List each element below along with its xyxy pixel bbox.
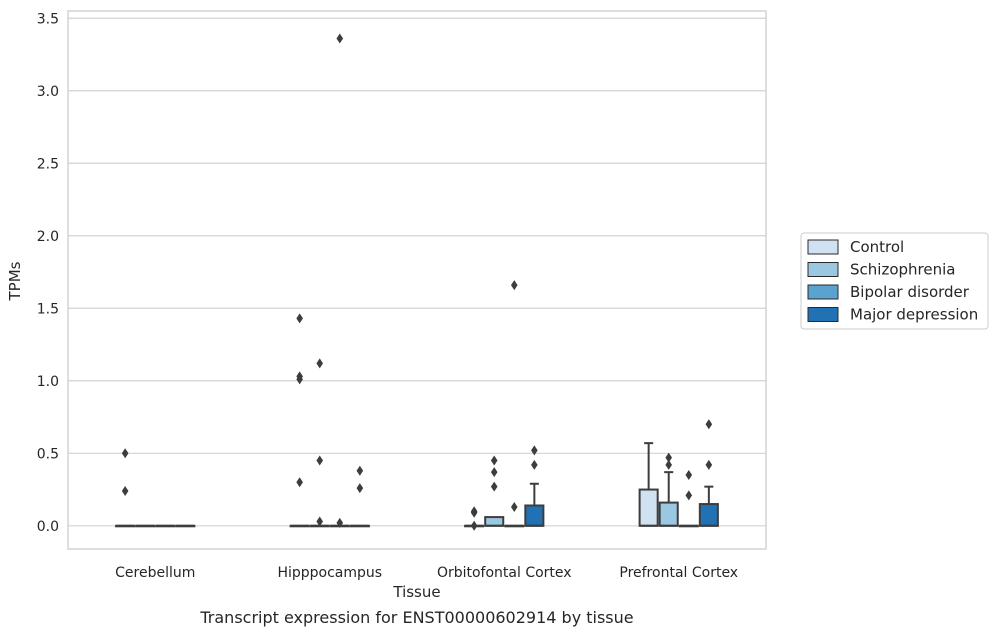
box-major-depression xyxy=(349,524,370,528)
x-tick-label: Orbitofontal Cortex xyxy=(437,565,572,581)
legend: Control Schizophrenia Bipolar disorder Majo… xyxy=(800,232,989,330)
legend-label: Major depression xyxy=(850,306,978,324)
legend-label: Bipolar disorder xyxy=(850,283,970,301)
outlier-point xyxy=(510,501,518,512)
box-series xyxy=(115,442,719,528)
outlier-point xyxy=(336,33,344,44)
outlier-point xyxy=(316,516,324,527)
outlier-point xyxy=(685,470,693,481)
outlier-point xyxy=(490,455,498,466)
x-tick-label: Prefrontal Cortex xyxy=(619,565,738,581)
outlier-point xyxy=(121,485,129,496)
outlier-point xyxy=(296,374,303,385)
box xyxy=(698,503,719,527)
chart-caption: Transcript expression for ENST0000060291… xyxy=(199,608,633,627)
outlier-point xyxy=(316,455,324,466)
outlier-point xyxy=(121,448,129,459)
y-tick-label: 1.5 xyxy=(37,301,59,317)
outlier-point xyxy=(356,483,364,494)
box-bipolar-disorder xyxy=(155,524,176,528)
outlier-point xyxy=(296,313,303,324)
box xyxy=(638,488,659,527)
outlier-point xyxy=(665,452,673,463)
outlier-point xyxy=(531,445,538,456)
box-major-depression xyxy=(698,485,719,527)
legend-label: Control xyxy=(850,238,904,256)
box-bipolar-disorder xyxy=(678,524,699,528)
x-tick-label: Cerebellum xyxy=(115,565,195,581)
y-tick-label: 1.0 xyxy=(37,374,59,390)
y-axis-ticks: 0.0 0.5 1.0 1.5 2.0 2.5 3.0 3.5 xyxy=(37,11,59,535)
legend-frame xyxy=(800,232,989,330)
box-schizophrenia xyxy=(135,524,156,528)
box-major-depression xyxy=(175,524,196,528)
legend-label: Schizophrenia xyxy=(850,261,955,279)
y-tick-label: 3.5 xyxy=(37,11,59,27)
outlier-point xyxy=(470,520,478,531)
legend-swatch xyxy=(807,307,839,322)
box-control xyxy=(115,524,136,528)
outlier-point xyxy=(705,459,713,470)
outlier-point xyxy=(665,459,673,470)
x-axis-ticks: Cerebellum Hipppocampus Orbitofontal Corte… xyxy=(115,565,738,581)
outlier-point xyxy=(356,465,364,476)
box-major-depression xyxy=(524,482,545,527)
legend-swatch xyxy=(807,262,839,277)
outlier-point xyxy=(336,517,344,528)
box xyxy=(658,501,679,527)
y-tick-label: 3.0 xyxy=(37,84,59,100)
legend-swatch xyxy=(807,239,839,255)
box-bipolar-disorder xyxy=(504,524,525,528)
outlier-point xyxy=(685,490,693,501)
box-control xyxy=(289,524,310,528)
box xyxy=(524,504,545,527)
grid-lines xyxy=(68,17,766,527)
plot-frame xyxy=(67,10,767,550)
box-schizophrenia xyxy=(484,516,505,527)
outlier-point xyxy=(510,280,518,291)
outlier-point xyxy=(470,507,478,518)
box-control xyxy=(638,442,659,527)
outlier-point xyxy=(316,358,324,369)
outlier-points xyxy=(121,33,713,531)
outlier-point xyxy=(705,419,713,430)
outlier-point xyxy=(296,477,303,488)
y-tick-label: 0.5 xyxy=(37,446,59,462)
y-tick-label: 2.0 xyxy=(37,229,59,245)
outlier-point xyxy=(490,467,498,478)
x-tick-label: Hipppocampus xyxy=(277,565,382,581)
y-tick-label: 2.5 xyxy=(37,156,59,172)
x-axis-label: Tissue xyxy=(392,583,440,601)
y-tick-label: 0.0 xyxy=(37,519,59,535)
box xyxy=(484,516,505,527)
legend-swatch xyxy=(807,284,839,300)
outlier-point xyxy=(490,481,498,492)
outlier-point xyxy=(531,459,538,470)
y-axis-label: TPMs xyxy=(6,261,24,301)
box-schizophrenia xyxy=(658,471,679,527)
